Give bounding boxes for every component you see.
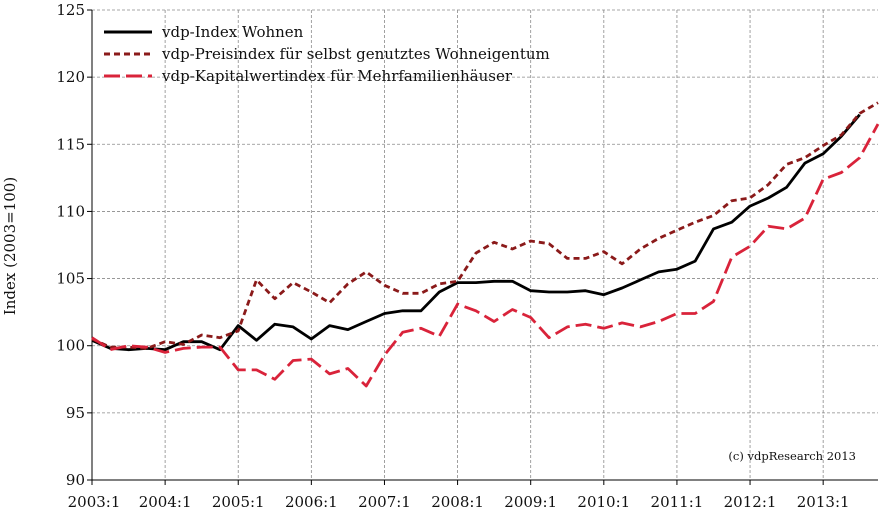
axes: [91, 10, 878, 481]
y-tick-label: 105: [56, 270, 85, 288]
series-line-2: [91, 101, 879, 350]
y-tick-label: 100: [56, 337, 85, 355]
x-tick-label: 2008:1: [431, 493, 484, 511]
y-axis-label: Index (2003=100): [1, 177, 19, 315]
y-tick-labels: 90 95 100 105 110 115 120 125: [56, 1, 92, 489]
y-tick-label: 95: [66, 404, 85, 422]
legend: vdp-Index Wohnen vdp-Preisindex für selbs…: [104, 23, 550, 85]
x-tick-label: 2012:1: [724, 493, 777, 511]
x-tick-label: 2013:1: [797, 493, 850, 511]
y-tick-label: 120: [56, 68, 85, 86]
y-tick-label: 90: [66, 471, 85, 489]
x-tick-label: 2004:1: [139, 493, 192, 511]
series-line-3: [91, 123, 880, 388]
legend-label: vdp-Index Wohnen: [161, 23, 304, 41]
y-tick-label: 115: [56, 135, 85, 153]
x-tick-label: 2009:1: [504, 493, 557, 511]
x-tick-label: 2006:1: [285, 493, 338, 511]
legend-label: vdp-Kapitalwertindex für Mehrfamilienhäu…: [161, 67, 513, 85]
x-tick-label: 2011:1: [651, 493, 704, 511]
y-tick-label: 110: [56, 202, 85, 220]
x-tick-label: 2005:1: [212, 493, 265, 511]
grid: [92, 9, 878, 480]
y-tick-label: 125: [56, 1, 85, 19]
x-tick-label: 2010:1: [577, 493, 630, 511]
legend-label: vdp-Preisindex für selbst genutztes Wohn…: [161, 45, 550, 63]
copyright-annotation: (c) vdpResearch 2013: [728, 449, 856, 463]
x-tick-label: 2007:1: [358, 493, 411, 511]
series-lines: [91, 101, 880, 388]
x-tick-label: 2003:1: [68, 493, 121, 511]
series-line-1: [91, 113, 861, 352]
x-tick-labels: 2003:1 2004:1 2005:1 2006:1 2007:1 2008:1 2009…: [68, 480, 850, 511]
